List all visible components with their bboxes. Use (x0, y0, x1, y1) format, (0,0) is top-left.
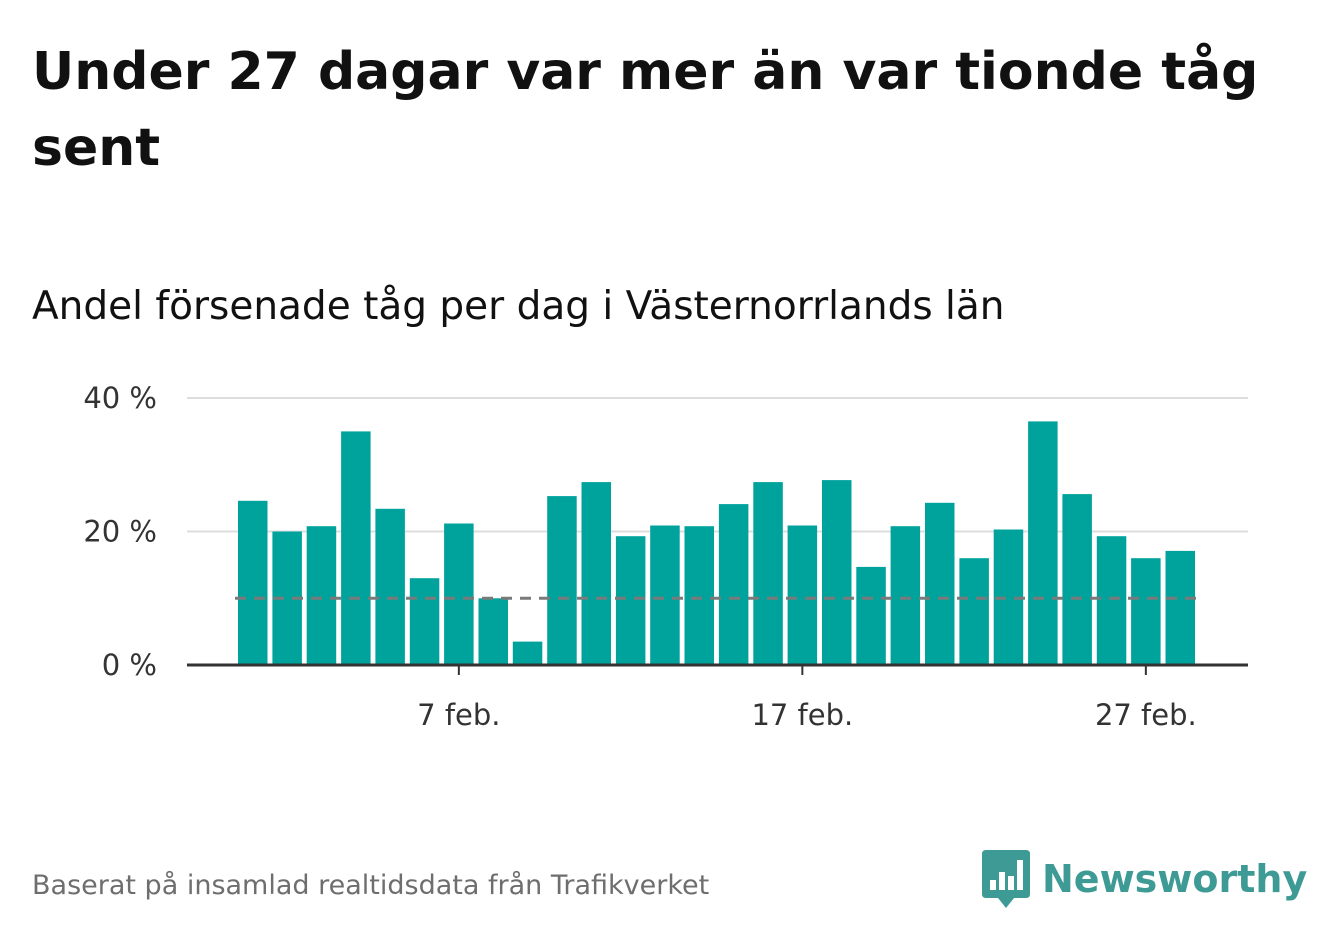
y-axis-labels: 0 % 20 % 40 % (83, 381, 157, 682)
newsworthy-logo-icon (982, 850, 1030, 908)
bar (718, 504, 749, 665)
x-tick-label: 17 feb. (751, 698, 853, 732)
bar (306, 526, 337, 665)
bar (1165, 550, 1195, 665)
bar (478, 598, 508, 666)
y-tick-label: 20 % (83, 515, 157, 549)
newsworthy-logo: Newsworthy (980, 848, 1307, 910)
x-tick-label: 27 feb. (1095, 698, 1197, 732)
bar (512, 641, 543, 665)
bar (615, 536, 646, 665)
bar (409, 578, 440, 665)
bar (238, 500, 268, 665)
chart-subtitle: Andel försenade tåg per dag i Västernorr… (32, 284, 1005, 329)
bar (925, 502, 955, 665)
x-axis (187, 663, 1248, 675)
bar (1096, 536, 1127, 665)
chart-title: Under 27 dagar var mer än var tionde tåg… (32, 42, 1259, 178)
bar (444, 523, 474, 665)
bar (581, 482, 611, 665)
bar (890, 526, 921, 665)
x-tick-label: 7 feb. (417, 698, 500, 732)
bar (822, 480, 852, 665)
bars (238, 421, 1195, 666)
x-axis-labels: 7 feb. 17 feb. 27 feb. (417, 698, 1197, 732)
bar (684, 526, 714, 665)
bar (650, 525, 680, 665)
bar (787, 525, 818, 665)
y-tick-label: 0 % (102, 648, 157, 682)
bar (1028, 421, 1058, 665)
y-tick-label: 40 % (83, 381, 157, 415)
source-note: Baserat på insamlad realtidsdata från Tr… (32, 870, 710, 901)
bar (547, 496, 577, 665)
bar (1131, 558, 1161, 665)
bar (856, 566, 886, 665)
logo-wordmark: Newsworthy (1042, 857, 1308, 901)
bar (1062, 494, 1092, 665)
bar (375, 508, 405, 665)
bar (341, 431, 371, 665)
bar (959, 558, 989, 665)
bar (753, 482, 783, 665)
